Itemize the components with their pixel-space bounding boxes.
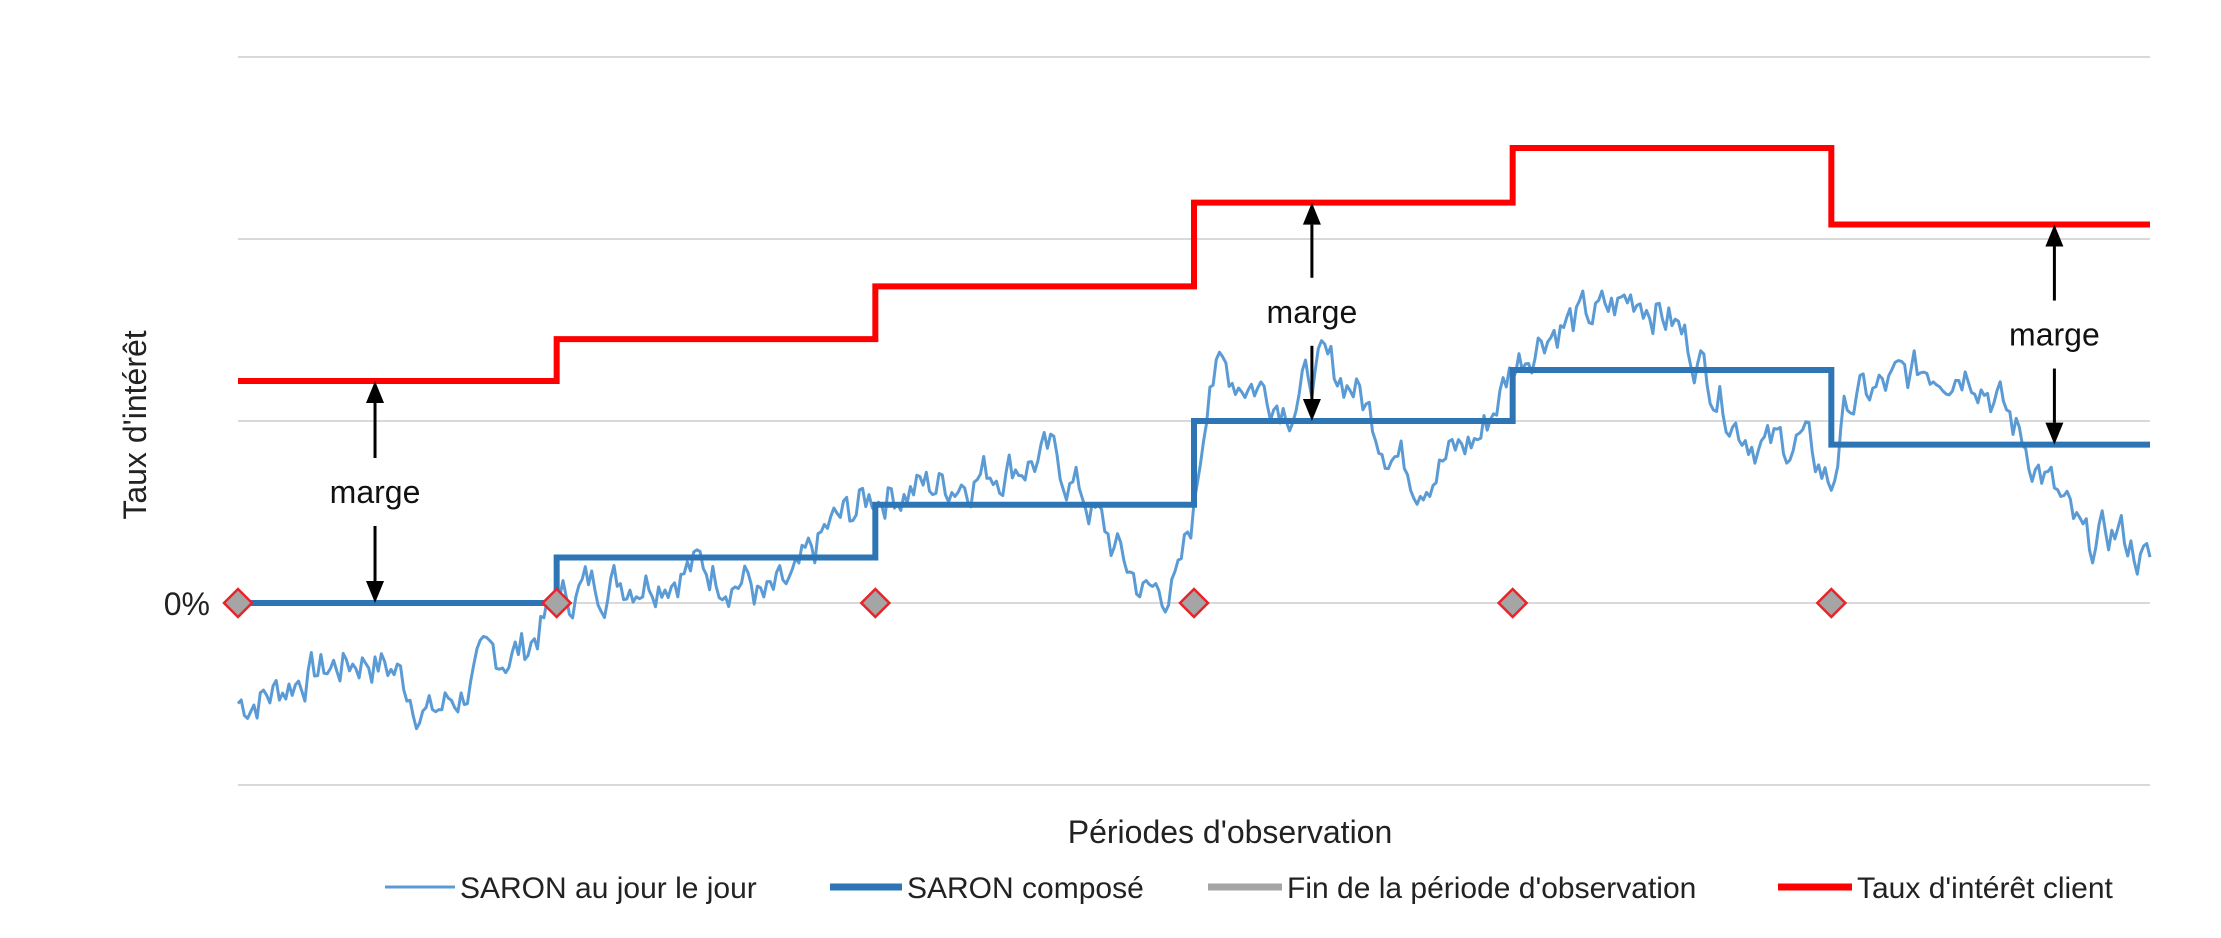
series-saron-daily [236, 289, 2152, 731]
plot-area [222, 145, 2152, 731]
arrowhead-down [1302, 399, 1321, 421]
legend: SARON au jour le jour SARON composé Fin … [385, 872, 2114, 905]
series-client-rate [238, 145, 2150, 384]
legend-label-daily: SARON au jour le jour [460, 872, 757, 905]
period-end-marker [540, 587, 573, 619]
legend-label-compound: SARON composé [907, 872, 1144, 905]
period-end-marker [1178, 587, 1210, 619]
annotations: marge marge marge [330, 202, 2100, 603]
arrowhead-down [2045, 422, 2064, 445]
x-axis-label: Périodes d'observation [1068, 814, 1393, 850]
arrowhead-up [366, 380, 385, 403]
period-end-marker [222, 587, 254, 619]
arrowhead-up [1302, 202, 1321, 225]
arrowhead-down [366, 581, 385, 603]
legend-label-client-rate: Taux d'intérêt client [1857, 872, 2114, 905]
series-saron-compound [238, 367, 2150, 606]
margin-label: marge [1267, 294, 1358, 330]
arrowhead-up [2045, 224, 2064, 247]
period-end-marker [859, 587, 892, 619]
period-end-marker [1815, 587, 1848, 619]
margin-label: marge [330, 474, 421, 510]
y-tick-label: 0% [164, 586, 210, 622]
period-end-marker [1496, 587, 1529, 619]
legend-label-period-end: Fin de la période d'observation [1287, 872, 1696, 905]
y-axis-label: Taux d'intérêt [117, 330, 153, 519]
margin-label: marge [2009, 317, 2100, 353]
